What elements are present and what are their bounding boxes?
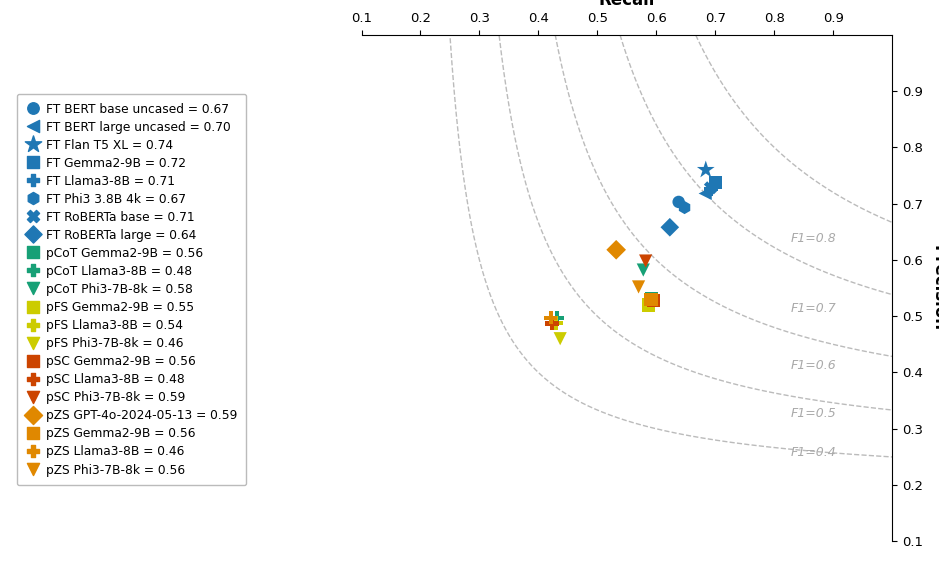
- Point: [708, 178, 723, 188]
- Point: [703, 184, 718, 193]
- X-axis label: Recall: Recall: [598, 0, 655, 9]
- Point: [641, 301, 656, 310]
- Point: [631, 283, 646, 292]
- Y-axis label: Precision: Precision: [930, 245, 939, 331]
- Point: [639, 256, 654, 266]
- Legend: FT BERT base uncased = 0.67, FT BERT large uncased = 0.70, FT Flan T5 XL = 0.74,: FT BERT base uncased = 0.67, FT BERT lar…: [17, 94, 246, 485]
- Point: [699, 165, 714, 174]
- Point: [548, 318, 563, 328]
- Point: [677, 203, 692, 212]
- Point: [671, 197, 686, 207]
- Point: [549, 313, 564, 323]
- Point: [544, 313, 559, 323]
- Point: [608, 245, 623, 254]
- Point: [644, 294, 659, 303]
- Point: [698, 189, 713, 198]
- Text: F1=0.7: F1=0.7: [791, 302, 836, 316]
- Point: [703, 183, 718, 192]
- Text: F1=0.6: F1=0.6: [791, 358, 836, 372]
- Point: [643, 295, 658, 304]
- Point: [646, 296, 661, 305]
- Text: F1=0.4: F1=0.4: [791, 446, 836, 459]
- Text: F1=0.8: F1=0.8: [791, 232, 836, 245]
- Point: [662, 222, 677, 232]
- Text: F1=0.5: F1=0.5: [791, 406, 836, 420]
- Point: [636, 265, 651, 274]
- Point: [545, 319, 560, 328]
- Point: [553, 334, 568, 343]
